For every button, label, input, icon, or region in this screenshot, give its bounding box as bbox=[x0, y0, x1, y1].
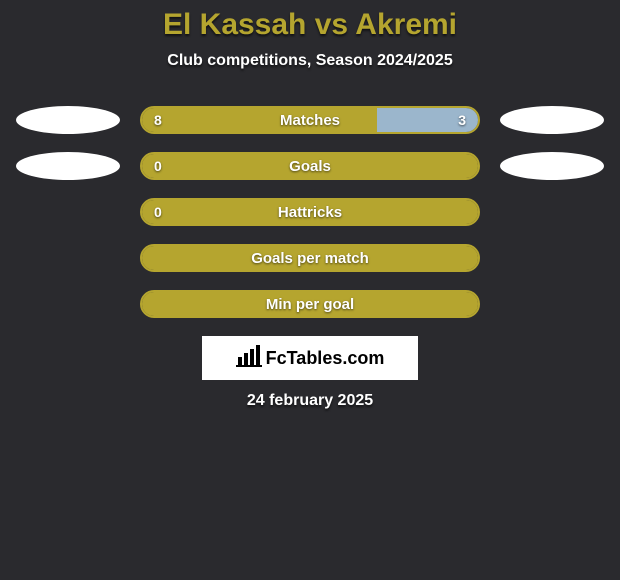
left-ellipse-slot bbox=[16, 290, 120, 318]
bar-label: Goals bbox=[142, 154, 478, 178]
bar-value-right: 3 bbox=[458, 108, 466, 132]
date: 24 february 2025 bbox=[0, 392, 620, 410]
stat-bar: Matches8 3 bbox=[140, 106, 480, 134]
player-left-ellipse bbox=[16, 152, 120, 180]
stat-bar: Goals per match bbox=[140, 244, 480, 272]
comparison-infographic: El Kassah vs Akremi Club competitions, S… bbox=[0, 0, 620, 410]
bar-value-left: 0 bbox=[154, 200, 162, 224]
right-ellipse-slot bbox=[500, 106, 604, 134]
stat-bar: Hattricks0 bbox=[140, 198, 480, 226]
bar-label: Hattricks bbox=[142, 200, 478, 224]
right-ellipse-slot bbox=[500, 152, 604, 180]
bar-value-left: 0 bbox=[154, 154, 162, 178]
stat-row: Hattricks0 bbox=[0, 198, 620, 226]
logo-text: FcTables.com bbox=[266, 348, 385, 369]
player-right-ellipse bbox=[500, 106, 604, 134]
right-ellipse-slot bbox=[500, 244, 604, 272]
bar-label: Matches bbox=[142, 108, 478, 132]
stat-row: Min per goal bbox=[0, 290, 620, 318]
stat-row: Goals per match bbox=[0, 244, 620, 272]
left-ellipse-slot bbox=[16, 106, 120, 134]
bar-label: Goals per match bbox=[142, 246, 478, 270]
stat-bar: Goals0 bbox=[140, 152, 480, 180]
page-subtitle: Club competitions, Season 2024/2025 bbox=[0, 52, 620, 70]
left-ellipse-slot bbox=[16, 152, 120, 180]
right-ellipse-slot bbox=[500, 290, 604, 318]
bar-label: Min per goal bbox=[142, 292, 478, 316]
left-ellipse-slot bbox=[16, 244, 120, 272]
player-left-ellipse bbox=[16, 106, 120, 134]
bar-chart-icon bbox=[236, 345, 262, 372]
logo-box: FcTables.com bbox=[202, 336, 418, 380]
page-title: El Kassah vs Akremi bbox=[0, 8, 620, 42]
stat-bar: Min per goal bbox=[140, 290, 480, 318]
right-ellipse-slot bbox=[500, 198, 604, 226]
player-right-ellipse bbox=[500, 152, 604, 180]
left-ellipse-slot bbox=[16, 198, 120, 226]
stat-rows: Matches83Goals0Hattricks0Goals per match… bbox=[0, 106, 620, 318]
bar-value-left: 8 bbox=[154, 108, 162, 132]
stat-row: Goals0 bbox=[0, 152, 620, 180]
stat-row: Matches8 3 bbox=[0, 106, 620, 134]
